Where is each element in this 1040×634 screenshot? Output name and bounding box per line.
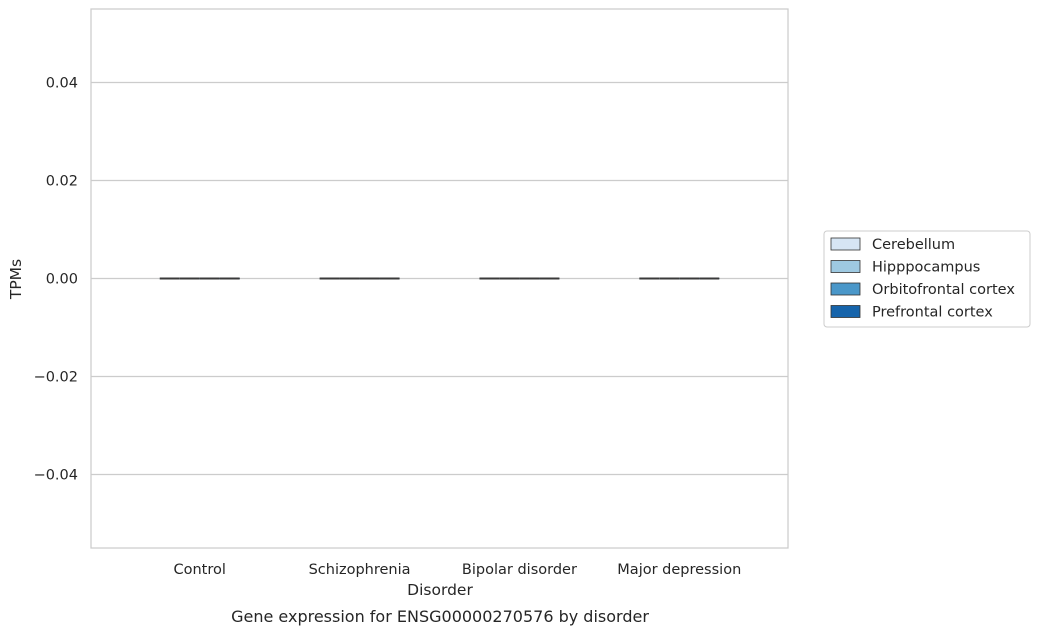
box-layer	[159, 277, 720, 280]
legend-label: Cerebellum	[872, 237, 955, 253]
legend-swatch	[830, 260, 861, 273]
x-tick-label: Bipolar disorder	[462, 562, 577, 578]
y-tick-labels: −0.04 −0.02 0.00 0.02 0.04	[34, 76, 78, 484]
y-axis-label: TPMs	[7, 259, 25, 300]
plot-frame	[90, 8, 789, 549]
legend-label: Prefrontal cortex	[872, 305, 993, 321]
y-tick-label: 0.00	[46, 272, 78, 288]
y-tick-label: −0.02	[34, 370, 78, 386]
x-axis-label: Disorder	[407, 581, 473, 599]
legend-swatch	[830, 282, 861, 296]
legend-label: Hipppocampus	[872, 260, 980, 276]
x-tick-label: Control	[173, 562, 225, 578]
x-tick-label: Schizophrenia	[309, 562, 411, 578]
x-tick-label: Major depression	[617, 562, 741, 578]
y-tick-label: −0.04	[34, 468, 78, 484]
legend-swatch	[830, 237, 861, 251]
legend-frame	[823, 230, 1031, 328]
chart-caption: Gene expression for ENSG00000270576 by d…	[231, 607, 649, 626]
legend-swatch	[830, 305, 861, 318]
y-tick-label: 0.02	[46, 174, 78, 190]
legend-label: Orbitofrontal cortex	[872, 282, 1015, 298]
y-tick-label: 0.04	[46, 76, 78, 92]
legend: Cerebellum Hipppocampus Orbitofrontal cort…	[823, 230, 1031, 328]
x-tick-labels: Control Schizophrenia Bipolar disorder Majo…	[173, 562, 741, 578]
